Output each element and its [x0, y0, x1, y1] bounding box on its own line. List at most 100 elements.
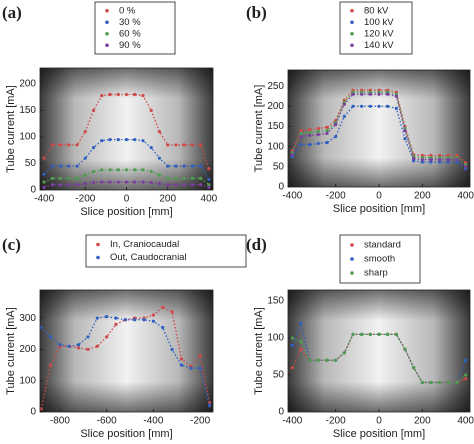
data-point [316, 141, 320, 146]
y-tick-label: 0 [30, 407, 36, 418]
data-point [123, 318, 127, 322]
legend-label: 120 kV [364, 28, 394, 39]
legend-label: 140 kV [364, 40, 394, 51]
data-point [48, 363, 53, 367]
y-tick-label: 100 [267, 333, 284, 344]
data-point [403, 347, 407, 351]
x-tick-label: 200 [414, 191, 431, 202]
data-point [149, 145, 153, 150]
data-point [86, 335, 90, 339]
data-point [75, 183, 79, 187]
y-tick-label: 0 [278, 182, 284, 193]
plot-frame [287, 289, 471, 413]
data-point [124, 138, 129, 142]
data-point [394, 106, 398, 110]
y-tick-label: 50 [273, 161, 285, 172]
data-point [299, 128, 303, 133]
data-point [429, 380, 433, 385]
data-point [50, 143, 54, 147]
data-point [446, 380, 450, 385]
data-point [290, 336, 294, 340]
data-point [42, 180, 46, 184]
data-point [207, 183, 211, 187]
data-point [455, 380, 459, 385]
plot-area [290, 321, 468, 385]
data-point [207, 185, 211, 189]
legend-marker [105, 31, 109, 36]
panel: (c) -800 -600 -400 -200 0 100 200 300 Slice posit… [2, 234, 247, 440]
data-point [42, 185, 46, 189]
data-point [351, 332, 355, 336]
data-point [334, 122, 338, 127]
data-point [108, 138, 112, 142]
x-tick-label: -400 [143, 416, 163, 427]
legend-marker [350, 8, 354, 13]
data-point [174, 183, 178, 187]
data-point [161, 325, 165, 330]
data-point [429, 157, 433, 162]
data-point [342, 351, 346, 355]
data-point [360, 92, 364, 96]
data-point [438, 380, 442, 385]
plot-shade [40, 290, 213, 412]
data-point [76, 346, 81, 350]
x-axis-label: Slice position [mm] [80, 428, 172, 440]
data-point [116, 180, 120, 184]
data-point [108, 180, 112, 184]
data-point [455, 157, 459, 162]
data-point [308, 358, 312, 362]
legend-marker [350, 257, 354, 261]
y-tick-label: 100 [19, 375, 36, 386]
data-point [170, 347, 174, 352]
plot-frame [287, 69, 471, 188]
legend-marker [96, 255, 100, 260]
data-point [316, 126, 320, 131]
legend-marker [350, 31, 354, 36]
data-point [86, 347, 90, 352]
data-point [351, 92, 355, 96]
data-point [166, 143, 170, 147]
data-point [100, 168, 104, 172]
x-axis-label: Slice position [mm] [333, 428, 425, 440]
data-point [199, 183, 203, 187]
data-point [83, 156, 87, 160]
legend-label: sharp [364, 268, 388, 279]
data-point [116, 138, 120, 142]
y-tick-label: 0 [30, 185, 36, 196]
data-point [174, 143, 178, 147]
data-point [420, 160, 424, 164]
x-tick-label: -400 [34, 194, 54, 205]
data-point [412, 366, 416, 370]
data-point [133, 92, 137, 97]
data-point [58, 176, 63, 180]
data-point [207, 404, 212, 408]
y-tick-label: 200 [19, 79, 36, 90]
panel-label: (b) [246, 3, 267, 22]
y-tick-label: 0 [278, 407, 284, 418]
x-tick-label: -600 [97, 416, 117, 427]
data-point [48, 335, 53, 339]
legend-box [85, 234, 247, 268]
legend-label: smooth [364, 254, 395, 265]
data-point [116, 168, 120, 172]
legend-marker [105, 20, 109, 25]
data-point [76, 343, 81, 347]
data-point [100, 180, 104, 184]
x-tick-label: 0 [124, 194, 130, 205]
y-tick-label: 300 [19, 313, 36, 324]
data-point [377, 104, 381, 108]
data-point [360, 104, 364, 108]
data-point [40, 325, 43, 330]
y-tick-label: 50 [273, 370, 285, 381]
data-point [334, 134, 338, 139]
data-point [189, 366, 193, 370]
data-point [58, 143, 63, 147]
legend-label: 90 % [119, 40, 141, 51]
panel: (d) -400 -200 0 200 400 0 50 100 150 Slice positio… [246, 234, 474, 440]
data-point [166, 176, 170, 180]
x-tick-label: -200 [326, 191, 346, 202]
y-axis-label: Tube current [mA] [5, 85, 17, 173]
data-point [91, 180, 96, 185]
data-point [412, 157, 416, 161]
x-tick-label: -400 [282, 416, 302, 427]
